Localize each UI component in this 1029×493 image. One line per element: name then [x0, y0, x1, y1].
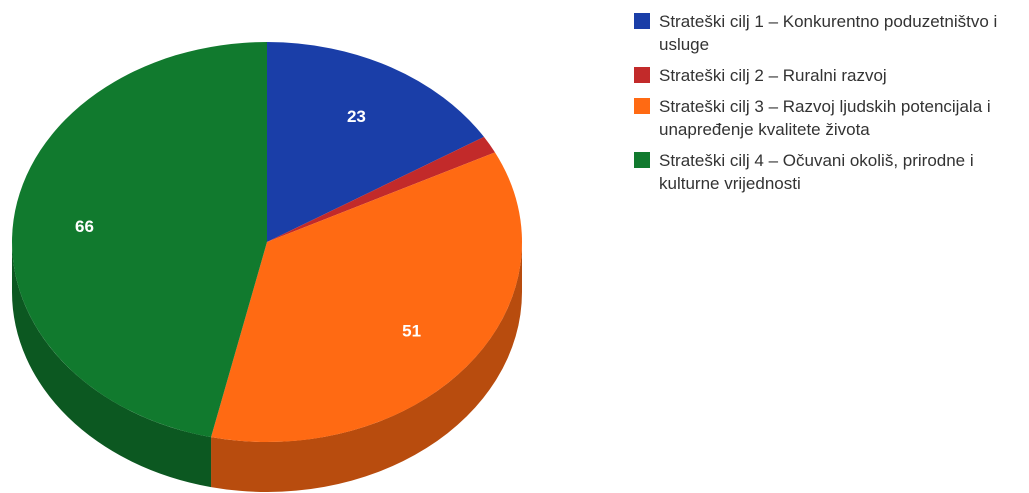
pie-top — [12, 42, 522, 442]
chart-legend: Strateški cilj 1 – Konkurentno poduzetni… — [634, 10, 1026, 203]
legend-item-2: Strateški cilj 2 – Ruralni razvoj — [634, 64, 1026, 87]
pie-chart: 23 51 66 — [0, 0, 600, 493]
legend-label-1: Strateški cilj 1 – Konkurentno poduzetni… — [659, 10, 1026, 56]
legend-swatch-2 — [634, 67, 650, 83]
data-label-1: 23 — [347, 107, 366, 126]
legend-label-2: Strateški cilj 2 – Ruralni razvoj — [659, 64, 887, 87]
data-label-4: 66 — [75, 217, 94, 236]
legend-item-1: Strateški cilj 1 – Konkurentno poduzetni… — [634, 10, 1026, 56]
legend-swatch-1 — [634, 13, 650, 29]
legend-label-3: Strateški cilj 3 – Razvoj ljudskih poten… — [659, 95, 1026, 141]
data-label-3: 51 — [402, 322, 421, 341]
legend-swatch-4 — [634, 152, 650, 168]
legend-item-3: Strateški cilj 3 – Razvoj ljudskih poten… — [634, 95, 1026, 141]
legend-swatch-3 — [634, 98, 650, 114]
legend-item-4: Strateški cilj 4 – Očuvani okoliš, priro… — [634, 149, 1026, 195]
legend-label-4: Strateški cilj 4 – Očuvani okoliš, priro… — [659, 149, 1026, 195]
